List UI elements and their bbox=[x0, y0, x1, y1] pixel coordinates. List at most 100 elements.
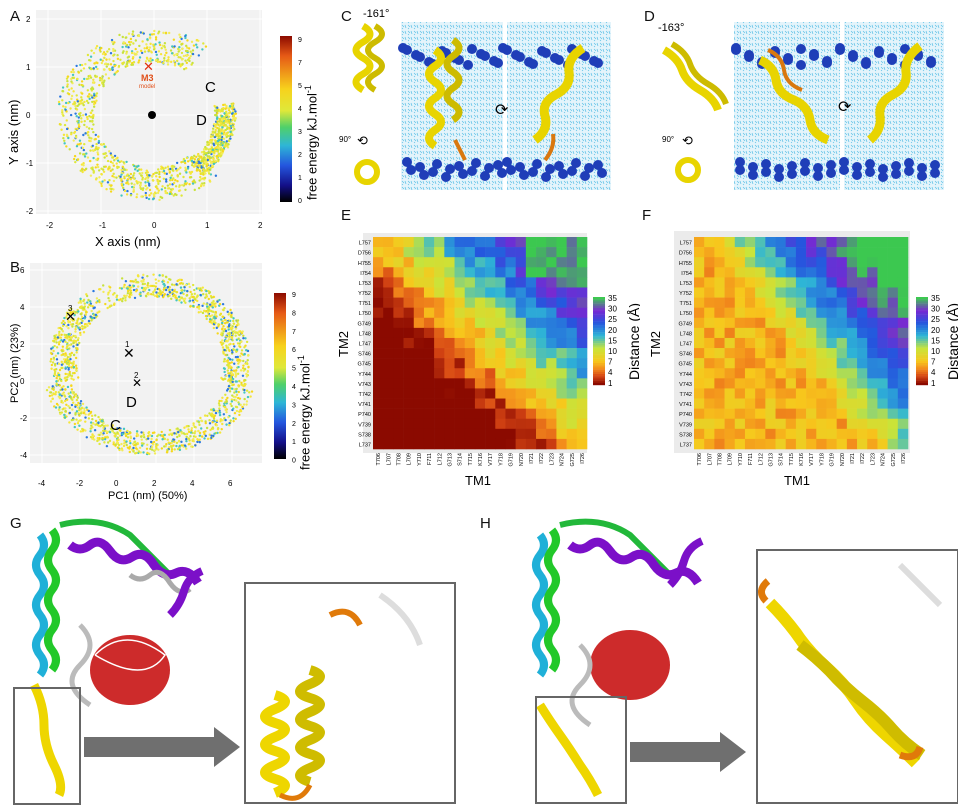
scatter-point bbox=[141, 282, 145, 286]
scatter-point bbox=[67, 326, 70, 330]
colorbar-segment bbox=[916, 345, 928, 348]
scatter-point bbox=[175, 441, 179, 445]
colorbar-segment bbox=[593, 371, 605, 375]
heatmap-cell bbox=[556, 337, 567, 349]
scatter-point bbox=[135, 52, 138, 56]
heatmap-cell bbox=[887, 348, 899, 359]
heatmap-col-label: T706 bbox=[376, 453, 382, 466]
marker-1-label: 1 bbox=[125, 340, 130, 349]
heatmap-row-label: L753 bbox=[359, 281, 371, 287]
scatter-point bbox=[216, 427, 220, 431]
scatter-point bbox=[96, 163, 99, 166]
heatmap-cell bbox=[704, 348, 715, 359]
heatmap-cell bbox=[744, 378, 756, 389]
heatmap-cell bbox=[576, 277, 588, 288]
scatter-point bbox=[95, 158, 98, 161]
scatter-point bbox=[52, 388, 55, 391]
heatmap-cell bbox=[724, 388, 736, 399]
heatmap-cell bbox=[744, 307, 756, 319]
heatmap-cell bbox=[836, 317, 848, 329]
scatter-point bbox=[243, 397, 246, 401]
scatter-point bbox=[102, 81, 105, 84]
colorbar-tick: 4 bbox=[931, 368, 936, 377]
scatter-point bbox=[144, 60, 148, 63]
heatmap-cell bbox=[434, 358, 445, 369]
scatter-point bbox=[158, 172, 161, 176]
heatmap-cell bbox=[887, 428, 899, 440]
heatmap-cell bbox=[495, 368, 506, 379]
scatter-point bbox=[133, 52, 136, 55]
heatmap-cell bbox=[795, 267, 807, 278]
scatter-point bbox=[223, 112, 226, 115]
heatmap-cell bbox=[434, 247, 445, 258]
scatter-point bbox=[176, 435, 179, 439]
scatter-point bbox=[87, 298, 90, 302]
colorbar-segment bbox=[593, 316, 605, 320]
lipid-bead bbox=[852, 170, 862, 180]
scatter-point bbox=[100, 172, 103, 176]
scatter-point bbox=[250, 390, 254, 393]
colorbar-segment bbox=[916, 378, 928, 381]
scatter-point bbox=[75, 321, 79, 324]
heatmap-cell bbox=[694, 237, 705, 248]
scatter-point bbox=[154, 445, 158, 448]
scatter-point bbox=[146, 437, 150, 440]
scatter-point bbox=[147, 293, 150, 296]
scatter-point bbox=[70, 384, 73, 388]
colorbar-segment bbox=[916, 297, 928, 300]
scatter-point bbox=[177, 50, 180, 53]
heatmap-cell bbox=[373, 438, 384, 450]
heatmap-cell bbox=[765, 408, 776, 420]
scatter-point bbox=[207, 297, 211, 301]
scatter-point bbox=[206, 437, 210, 441]
scatter-point bbox=[149, 57, 152, 60]
lipid-bead bbox=[454, 161, 464, 171]
scatter-point bbox=[221, 342, 225, 345]
heatmap-cell bbox=[734, 348, 746, 359]
scatter-point bbox=[64, 105, 67, 109]
scatter-point bbox=[225, 321, 229, 324]
scatter-point bbox=[241, 405, 244, 409]
scatter-point bbox=[146, 179, 150, 182]
scatter-point bbox=[185, 435, 188, 439]
heatmap-cell bbox=[373, 277, 384, 288]
scatter-point bbox=[203, 414, 207, 417]
colorbar-tick-a: 4 bbox=[298, 106, 302, 113]
scatter-point bbox=[112, 42, 115, 46]
x-tick-a: -1 bbox=[99, 221, 107, 230]
marker-2-label: 2 bbox=[134, 371, 139, 380]
colorbar-segment bbox=[916, 319, 928, 322]
heatmap-cell bbox=[505, 337, 516, 349]
scatter-point bbox=[201, 48, 204, 51]
scatter-point bbox=[183, 67, 186, 71]
lipid-bead bbox=[787, 169, 797, 179]
scatter-point bbox=[218, 413, 222, 417]
scatter-point bbox=[108, 150, 111, 153]
scatter-point bbox=[60, 379, 63, 383]
colorbar-tick-a: 0 bbox=[298, 198, 302, 205]
scatter-point bbox=[52, 349, 55, 353]
scatter-point bbox=[193, 288, 196, 292]
lipid-bead bbox=[852, 162, 862, 172]
scatter-point bbox=[97, 139, 101, 143]
heatmap-col-label: L707 bbox=[707, 453, 713, 465]
scatter-point bbox=[231, 330, 234, 333]
scatter-point bbox=[96, 61, 99, 65]
heatmap-cell bbox=[795, 418, 807, 430]
heatmap-cell bbox=[393, 307, 404, 319]
scatter-point bbox=[216, 409, 220, 413]
scatter-point bbox=[233, 398, 236, 402]
colorbar-segment bbox=[593, 325, 605, 328]
heatmap-cell bbox=[704, 378, 715, 389]
scatter-point bbox=[164, 48, 167, 51]
scatter-point bbox=[228, 361, 232, 365]
scatter-point bbox=[74, 112, 77, 115]
scatter-point bbox=[89, 421, 93, 424]
heatmap-cell bbox=[806, 358, 817, 369]
scatter-point bbox=[57, 341, 61, 344]
lipid-bead bbox=[930, 168, 940, 178]
panel-g: G bbox=[0, 505, 470, 805]
lipid-bead bbox=[865, 167, 875, 177]
scatter-point bbox=[170, 433, 174, 437]
scatter-point bbox=[208, 422, 212, 425]
